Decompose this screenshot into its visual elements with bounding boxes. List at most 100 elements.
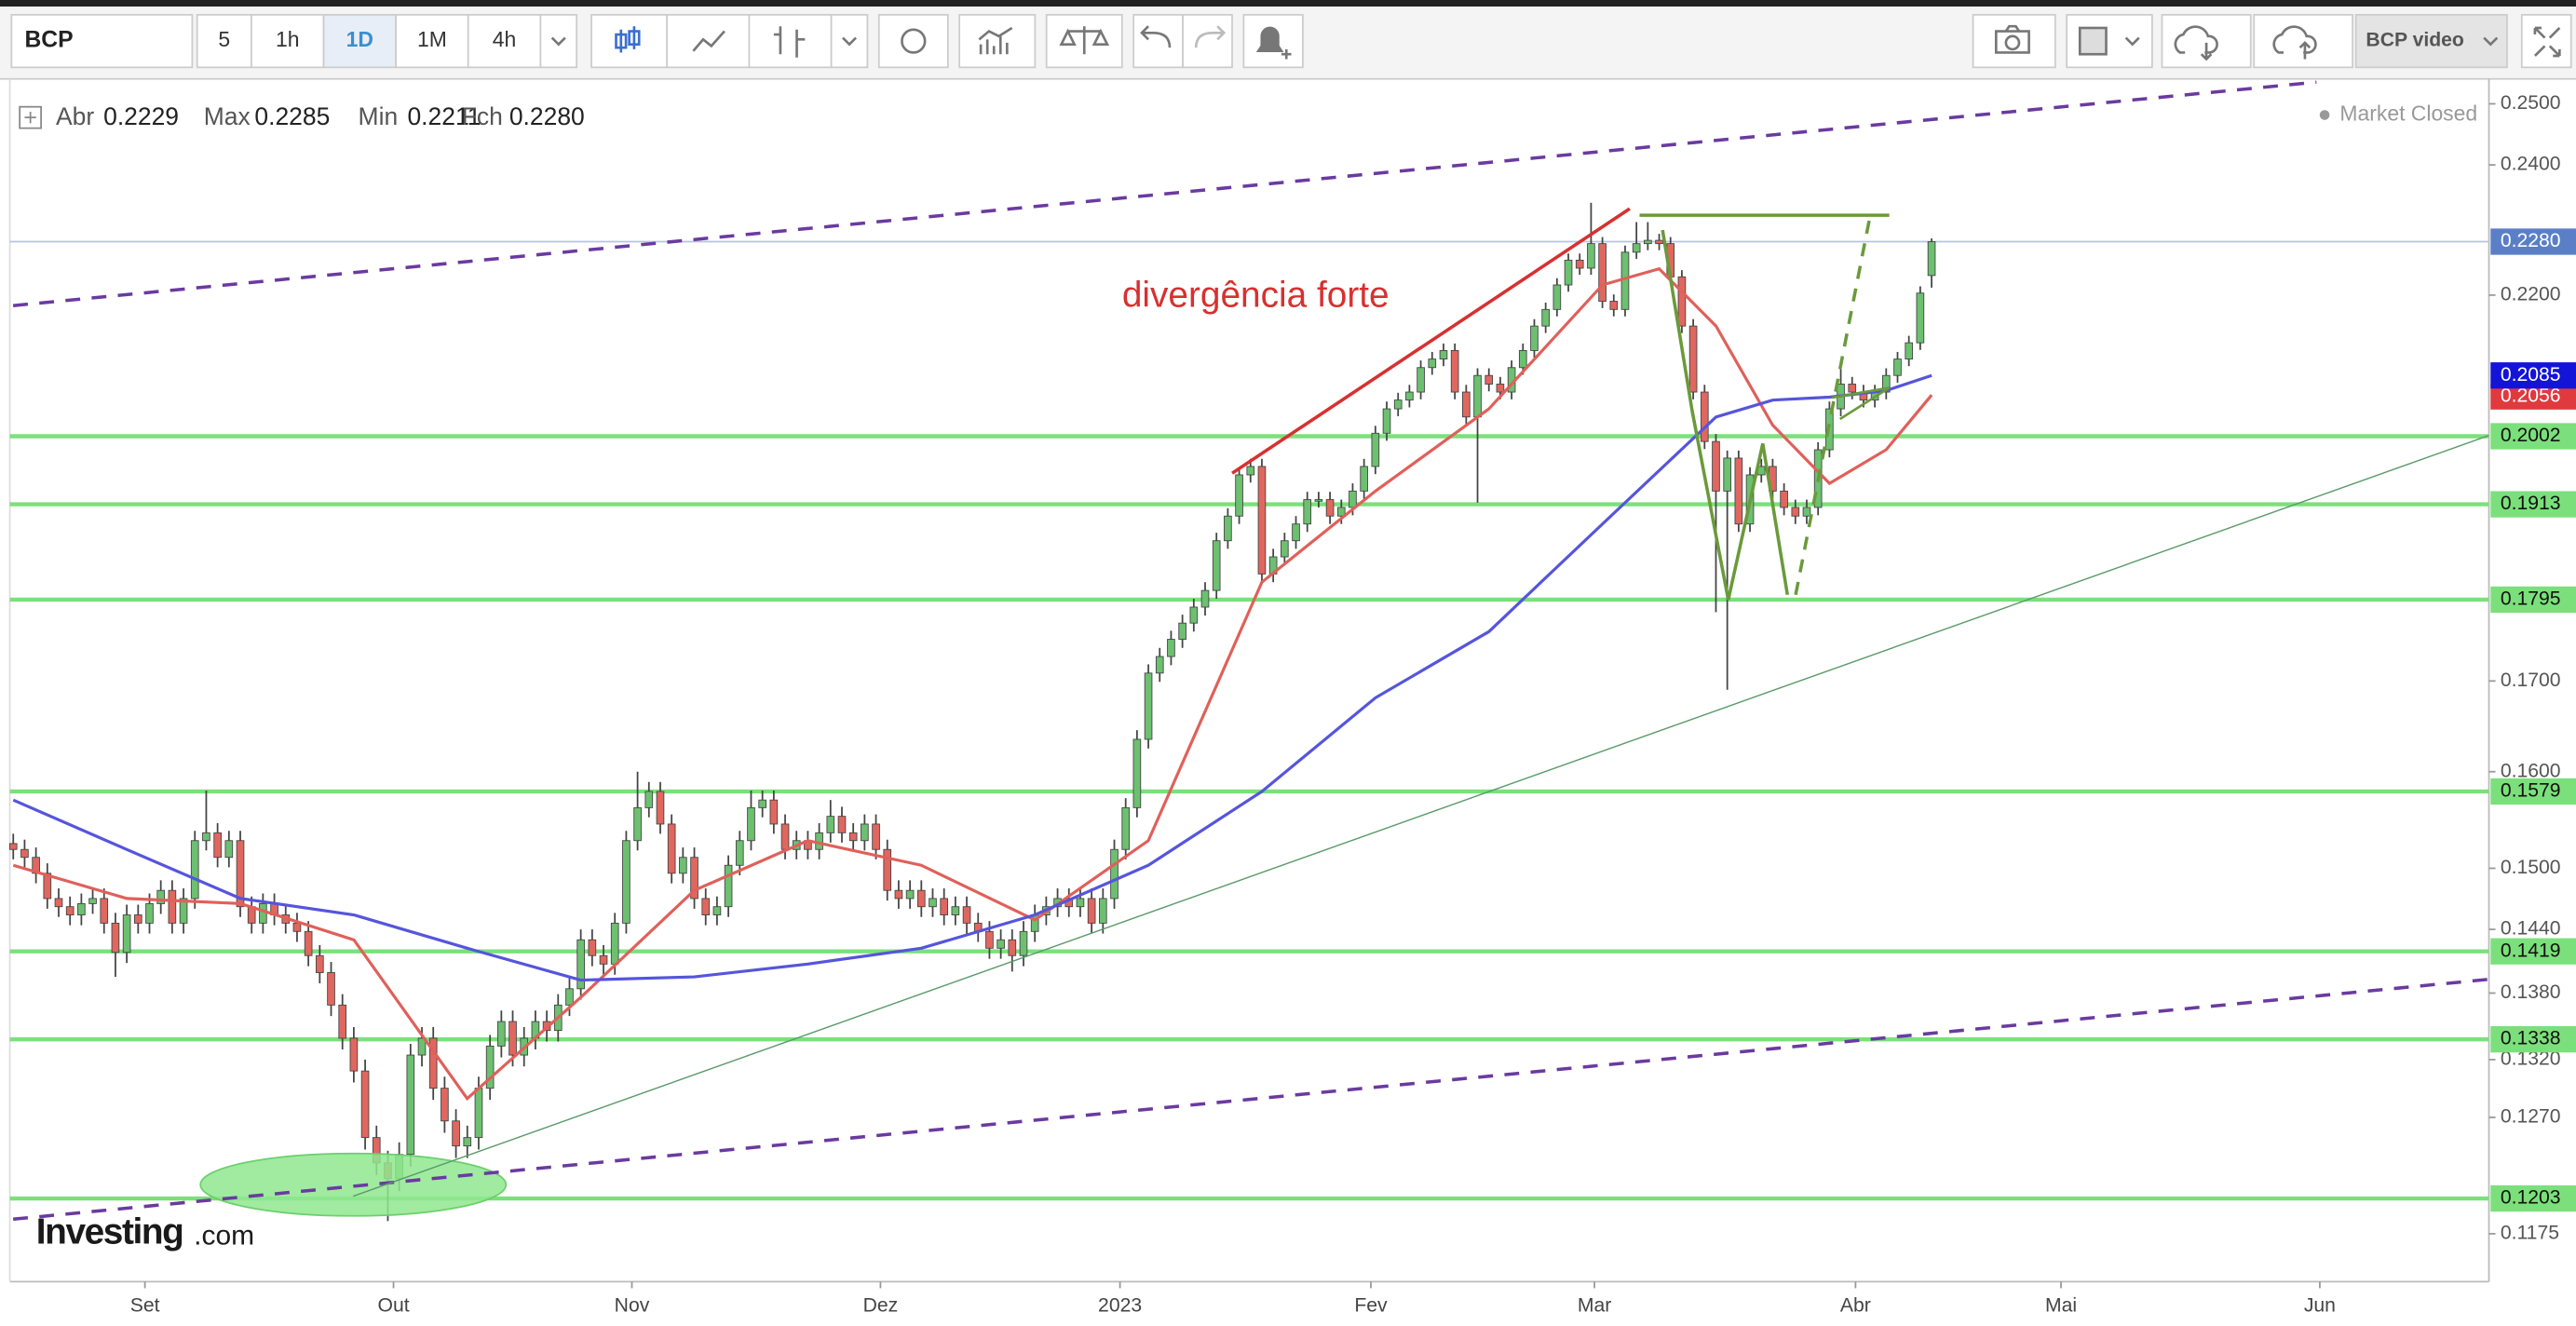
channel-lower xyxy=(12,977,2489,1222)
candle-body xyxy=(133,914,142,924)
price-tag xyxy=(2490,362,2576,389)
symbol: BCP xyxy=(24,28,73,53)
candle-body xyxy=(1620,251,1630,310)
price-tag xyxy=(2490,938,2576,965)
candle-body xyxy=(441,1088,449,1122)
candle-body xyxy=(213,832,222,859)
chart-type-dropdown[interactable] xyxy=(830,13,869,69)
redo-icon xyxy=(1194,25,1227,48)
y-tick-label: 0.1320 xyxy=(2501,1049,2561,1070)
candle-body xyxy=(111,922,120,954)
compare-icon xyxy=(1059,26,1110,55)
symbol-box[interactable]: BCP xyxy=(10,13,194,69)
candle-body xyxy=(1349,490,1357,508)
interval-button[interactable] xyxy=(251,13,325,69)
candle-body xyxy=(1791,507,1800,517)
video-button[interactable] xyxy=(2354,13,2508,69)
candle-body xyxy=(1802,507,1811,517)
price-tag-label: 0.1338 xyxy=(2501,1028,2561,1049)
candle-body xyxy=(769,799,779,825)
candle-body xyxy=(20,848,29,859)
price-tag-label: 0.1419 xyxy=(2501,940,2561,961)
candle-body xyxy=(758,799,766,808)
price-tag xyxy=(2490,586,2576,614)
fullscreen-button[interactable] xyxy=(2520,13,2572,69)
candle-body xyxy=(1246,466,1255,476)
candle-body xyxy=(1450,350,1459,393)
candle-body xyxy=(1609,301,1619,310)
line-button[interactable] xyxy=(666,13,751,69)
expand-icon[interactable] xyxy=(19,105,42,129)
undo-button[interactable] xyxy=(1132,13,1184,69)
snapshot-button[interactable] xyxy=(1972,13,2056,69)
y-tick-label: 0.2400 xyxy=(2501,154,2561,175)
settings-button[interactable] xyxy=(877,13,949,69)
interval-button[interactable] xyxy=(322,13,398,69)
cloud-up-icon xyxy=(2272,25,2317,60)
candle-body xyxy=(633,806,642,842)
candle-body xyxy=(406,1054,415,1156)
y-tick-label: 0.1600 xyxy=(2501,760,2561,781)
channel-upper xyxy=(12,80,2317,307)
candle-body xyxy=(940,898,949,915)
price-tag-label: 0.1203 xyxy=(2501,1187,2561,1209)
interval-dropdown[interactable] xyxy=(539,13,578,69)
y-tick-label: 0.2500 xyxy=(2501,92,2561,114)
candle-body xyxy=(1212,540,1221,591)
bars-button[interactable] xyxy=(748,13,833,69)
candle-body xyxy=(497,1021,506,1047)
candle-body xyxy=(77,902,86,915)
candle-body xyxy=(417,1037,427,1056)
open-label: Abr xyxy=(56,102,94,130)
candle-body xyxy=(1734,457,1743,525)
candle-body xyxy=(1405,391,1414,401)
symbol-input[interactable] xyxy=(10,13,194,69)
logo-suffix: .com xyxy=(194,1221,254,1252)
candle-body xyxy=(1360,466,1368,492)
x-tick-label: 2023 xyxy=(1098,1294,1142,1316)
candle-body xyxy=(610,922,619,965)
pattern-line xyxy=(1661,229,1790,601)
dropdown-icon xyxy=(550,36,566,47)
candle-body xyxy=(452,1120,460,1147)
candle-body xyxy=(316,954,324,973)
candle-body xyxy=(780,823,790,850)
y-tick-label: 0.2200 xyxy=(2501,284,2561,305)
candle-body xyxy=(1881,374,1891,393)
y-tick-label: 0.1500 xyxy=(2501,857,2561,878)
candle-body xyxy=(1530,325,1539,351)
dropdown-icon xyxy=(2124,36,2140,47)
candle-body xyxy=(622,840,630,924)
interval-button[interactable] xyxy=(467,13,542,69)
candle-body xyxy=(701,898,711,915)
candle-body xyxy=(1303,499,1312,525)
candle-body xyxy=(588,939,597,956)
candle-body xyxy=(667,823,676,874)
price-tag xyxy=(2490,491,2576,518)
interval-label: 1h xyxy=(276,27,299,51)
redo-button[interactable] xyxy=(1182,13,1233,69)
candle-body xyxy=(565,988,574,1006)
save-button[interactable] xyxy=(2253,13,2353,69)
interval-button[interactable] xyxy=(196,13,252,69)
layout-icon xyxy=(2078,26,2108,56)
candle-body xyxy=(1473,374,1482,418)
moving-average xyxy=(12,266,1933,1102)
tool-icons xyxy=(550,24,2561,61)
market-status: Market Closed xyxy=(2339,101,2477,126)
interval-label: 1M xyxy=(417,27,447,51)
candle-body xyxy=(1780,490,1788,508)
candle-body xyxy=(894,889,903,900)
candle-body xyxy=(360,1070,370,1139)
plot-area xyxy=(8,202,2489,1222)
candle-body xyxy=(1552,284,1562,310)
ohlc-header: Abr 0.2229 Max 0.2285 Min 0.2211 Fch 0.2… xyxy=(19,102,585,130)
x-tick-label: Fev xyxy=(1354,1294,1388,1316)
x-tick-label: Mar xyxy=(1578,1294,1611,1316)
cloud-down-icon xyxy=(2174,25,2218,61)
candle-body xyxy=(463,1137,472,1147)
x-tick-label: Abr xyxy=(1840,1294,1871,1316)
x-tick-label: Nov xyxy=(615,1294,650,1316)
indicators-button[interactable] xyxy=(958,13,1037,69)
